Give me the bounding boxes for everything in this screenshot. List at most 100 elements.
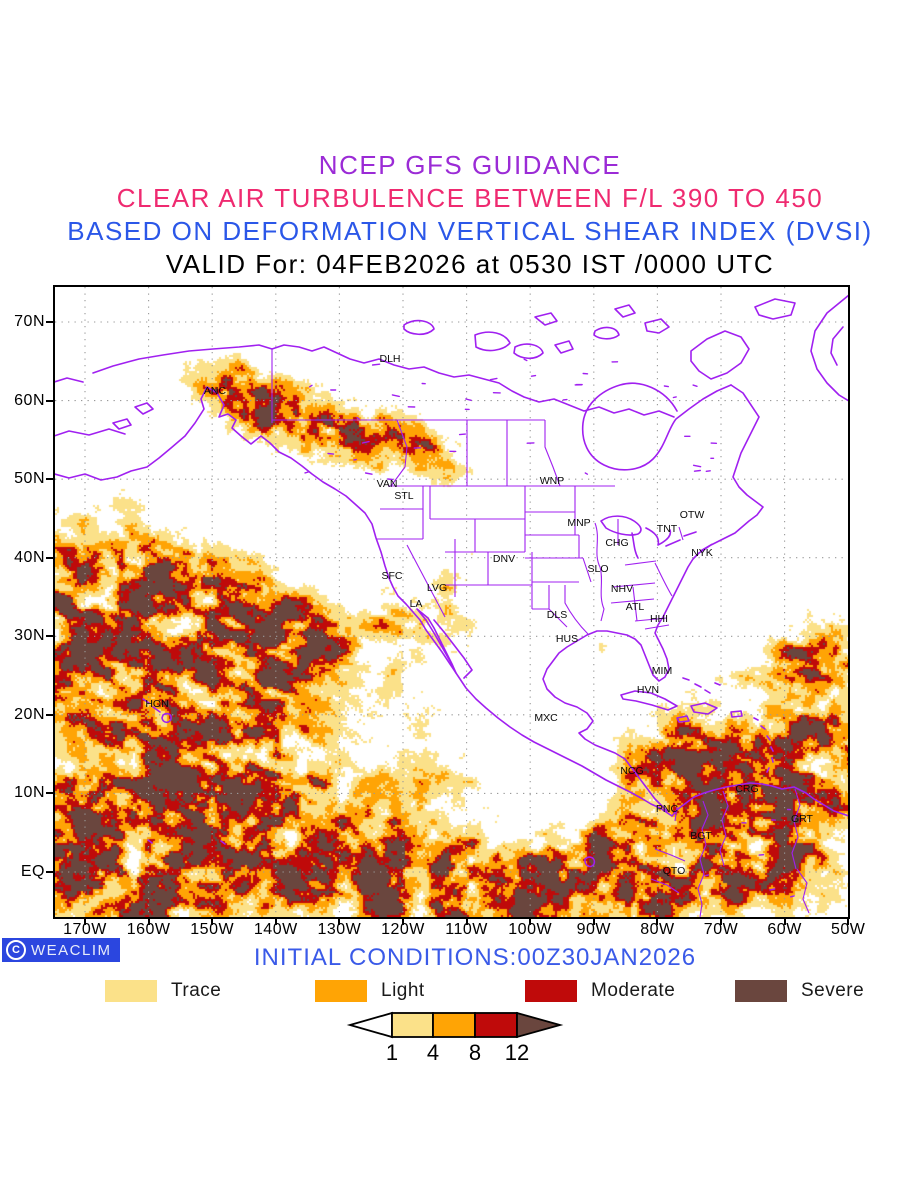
arctic-island-2 [593, 326, 620, 340]
lon-tick [211, 919, 214, 925]
lon-tick [656, 919, 659, 925]
greenland-coast [810, 294, 848, 402]
title-model: NCEP GFS GUIDANCE [318, 150, 622, 180]
city-label-NHV: NHV [611, 583, 633, 595]
lon-label-160W: 160W [126, 921, 171, 938]
mb-on-border [544, 420, 561, 487]
lake-speckle [371, 363, 381, 366]
city-label-GRT: GRT [791, 813, 814, 825]
lon-label-140W: 140W [253, 921, 298, 938]
lat-label-60N: 60N [14, 391, 45, 409]
city-label-PNC: PNC [656, 803, 679, 815]
colorbar-tick-8: 8 [469, 1040, 481, 1064]
lake-speckle [530, 374, 537, 377]
lon-label-50W: 50W [830, 921, 866, 938]
lon-tick [465, 919, 468, 925]
lon-tick [529, 919, 532, 925]
lon-tick [338, 919, 341, 925]
severity-legend: Trace Light Moderate Severe [0, 980, 900, 1008]
city-label-HHI: HHI [650, 613, 668, 625]
us-state-lines [377, 486, 713, 635]
lake-huron [645, 527, 672, 546]
city-label-OTW: OTW [680, 509, 705, 521]
lake-speckle [489, 377, 498, 381]
city-label-VAN: VAN [377, 478, 398, 490]
lon-tick [84, 919, 86, 925]
greenland-inner [830, 326, 844, 366]
river-speckle [769, 888, 776, 891]
puerto-rico [730, 710, 743, 718]
legend-swatch-trace [105, 980, 157, 1002]
lake-speckle [584, 472, 589, 475]
lat-label-50N: 50N [14, 470, 45, 488]
logo-text: WEACLIM [31, 941, 112, 959]
city-label-HON: HON [145, 698, 168, 710]
lake-speckle [465, 398, 472, 401]
lon-tick [147, 919, 150, 925]
colorbar-tick-12: 12 [505, 1040, 529, 1064]
river-speckle [790, 895, 795, 898]
lon-tick [274, 919, 277, 925]
colorbar-cell [391, 1012, 434, 1038]
lake-speckle [663, 385, 669, 388]
colorbar-cell [474, 1012, 518, 1038]
hispaniola [690, 702, 718, 715]
lake-speckle [356, 416, 360, 420]
lon-label-150W: 150W [190, 921, 235, 938]
bahamas [682, 677, 721, 694]
city-label-DLH: DLH [379, 353, 400, 365]
lon-tick [720, 919, 722, 925]
city-label-HUS: HUS [556, 633, 578, 645]
lon-tick [402, 919, 404, 925]
lon-label-80W: 80W [640, 921, 675, 938]
legend-item-moderate: Moderate [525, 980, 675, 1002]
lat-tick [46, 870, 53, 873]
cuba [620, 690, 678, 711]
city-label-MXC: MXC [534, 712, 558, 724]
legend-item-light: Light [315, 980, 425, 1002]
arctic-island-4 [554, 340, 574, 354]
city-label-QTO: QTO [663, 865, 686, 877]
lon-tick [592, 919, 595, 925]
colorbar-tick-1: 1 [386, 1040, 398, 1064]
lake-superior [600, 515, 642, 536]
city-label-WNP: WNP [540, 475, 565, 487]
city-label-LVG: LVG [427, 582, 447, 594]
legend-label: Severe [801, 980, 865, 1001]
city-label-CHG: CHG [605, 537, 628, 549]
ocean-contour-dot-1 [220, 840, 226, 845]
lon-label-100W: 100W [508, 921, 553, 938]
legend-item-severe: Severe [735, 980, 864, 1002]
city-label-DLS: DLS [547, 609, 567, 621]
city-label-NCG: NCG [620, 765, 643, 777]
colorbar-right-cap [516, 1011, 564, 1039]
city-label-TNT: TNT [657, 523, 678, 535]
siberia-coast-2 [55, 377, 84, 383]
lat-tick [46, 399, 53, 402]
siberia-coast-1 [55, 428, 126, 437]
lat-tick [46, 321, 53, 323]
lake-speckle [672, 396, 677, 399]
lake-speckle [523, 358, 528, 362]
lat-tick [46, 713, 53, 716]
lon-label-90W: 90W [576, 921, 611, 938]
lake-speckle [391, 394, 400, 398]
lat-tick [46, 635, 53, 638]
lake-speckle [364, 472, 373, 475]
legend-label: Trace [171, 980, 222, 1001]
gulf-of-california [433, 619, 473, 679]
lake-speckle [387, 478, 394, 481]
city-label-SLO: SLO [587, 563, 608, 575]
city-label-CRG: CRG [735, 783, 758, 795]
lake-speckle [327, 452, 335, 455]
arctic-island-victoria [513, 343, 544, 360]
ellesmere-island [754, 298, 796, 320]
lake-speckle [692, 384, 698, 387]
lake-erie [665, 539, 681, 547]
legend-label: Moderate [591, 980, 676, 1001]
lon-label-130W: 130W [317, 921, 362, 938]
hudson-bay [581, 382, 732, 471]
